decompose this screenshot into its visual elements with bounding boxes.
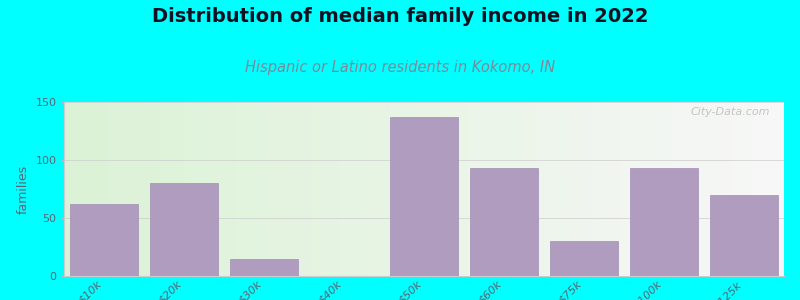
- Bar: [230, 259, 298, 276]
- Text: Hispanic or Latino residents in Kokomo, IN: Hispanic or Latino residents in Kokomo, …: [245, 60, 555, 75]
- Text: Distribution of median family income in 2022: Distribution of median family income in …: [152, 8, 648, 26]
- Bar: [470, 168, 538, 276]
- Bar: [390, 117, 458, 276]
- Bar: [70, 204, 138, 276]
- Bar: [150, 183, 218, 276]
- Bar: [550, 241, 618, 276]
- Bar: [710, 195, 778, 276]
- Bar: [630, 168, 698, 276]
- Y-axis label: families: families: [17, 164, 30, 214]
- Text: City-Data.com: City-Data.com: [690, 107, 770, 117]
